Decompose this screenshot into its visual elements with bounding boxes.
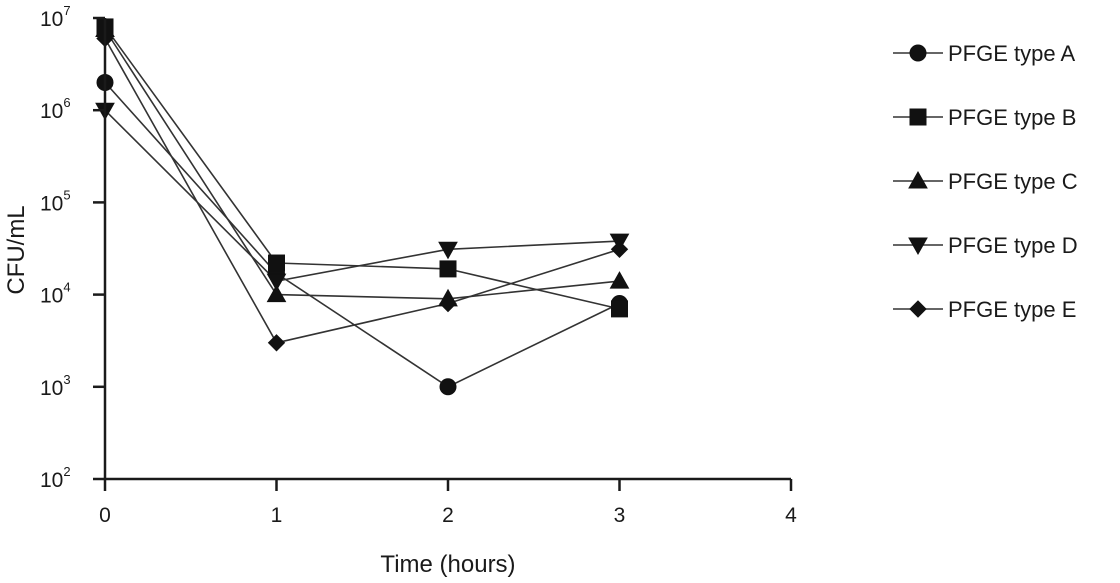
legend-marker — [909, 44, 927, 62]
legend-label: PFGE type E — [948, 297, 1076, 322]
data-point-1-2 — [439, 260, 457, 278]
y-tick-label: 105 — [40, 187, 71, 215]
series-line-2 — [104, 29, 620, 300]
y-tick-base: 10 — [40, 192, 63, 215]
data-point-2-1 — [266, 284, 287, 303]
y-tick-base: 10 — [40, 377, 63, 400]
legend-label: PFGE type D — [948, 233, 1078, 258]
data-point-3-2 — [438, 241, 458, 260]
data-point-0-2 — [439, 378, 457, 396]
y-tick-label: 106 — [40, 95, 71, 123]
series-markers — [95, 18, 630, 396]
legend-marker — [909, 300, 927, 318]
y-tick-label: 103 — [40, 372, 71, 400]
data-point-2-3 — [609, 271, 630, 289]
x-tick-label: 4 — [785, 504, 797, 527]
y-tick-exponent: 5 — [63, 187, 70, 202]
y-tick-exponent: 7 — [63, 3, 70, 18]
data-point-1-1 — [268, 254, 285, 272]
legend-label: PFGE type C — [948, 169, 1078, 194]
legend-label: PFGE type A — [948, 41, 1075, 66]
x-tick-label: 0 — [99, 504, 111, 527]
x-tick-label: 1 — [271, 504, 283, 527]
x-tick-label: 2 — [442, 504, 454, 527]
data-point-3-1 — [266, 273, 287, 292]
series-lines — [104, 26, 620, 388]
y-tick-base: 10 — [40, 285, 63, 308]
y-axis-title: CFU/mL — [3, 205, 30, 294]
legend-marker — [909, 108, 927, 126]
y-tick-label: 102 — [40, 464, 71, 492]
x-axis-ticks: 0 1 2 3 4 — [99, 479, 797, 527]
legend-marker — [908, 170, 928, 189]
legend: PFGE type A PFGE type B PFGE type C PFGE ty… — [893, 41, 1078, 322]
y-tick-label: 104 — [40, 280, 71, 308]
y-tick-exponent: 3 — [63, 372, 70, 387]
y-tick-exponent: 4 — [63, 280, 70, 295]
data-point-4-2 — [439, 294, 457, 313]
series-line-3 — [104, 109, 620, 282]
y-tick-base: 10 — [40, 469, 63, 492]
legend-label: PFGE type B — [948, 105, 1076, 130]
data-point-4-3 — [610, 240, 629, 259]
y-tick-base: 10 — [40, 100, 63, 123]
y-tick-exponent: 2 — [63, 464, 70, 479]
data-point-4-1 — [267, 334, 286, 352]
data-point-1-3 — [611, 300, 628, 318]
y-tick-base: 10 — [40, 8, 63, 31]
series-line-0 — [104, 81, 620, 388]
x-tick-label: 3 — [614, 504, 626, 527]
series-line-4 — [104, 38, 620, 344]
y-tick-label: 107 — [40, 3, 71, 31]
legend-marker — [908, 237, 928, 256]
x-axis-title: Time (hours) — [380, 551, 515, 578]
y-tick-exponent: 6 — [63, 95, 70, 110]
